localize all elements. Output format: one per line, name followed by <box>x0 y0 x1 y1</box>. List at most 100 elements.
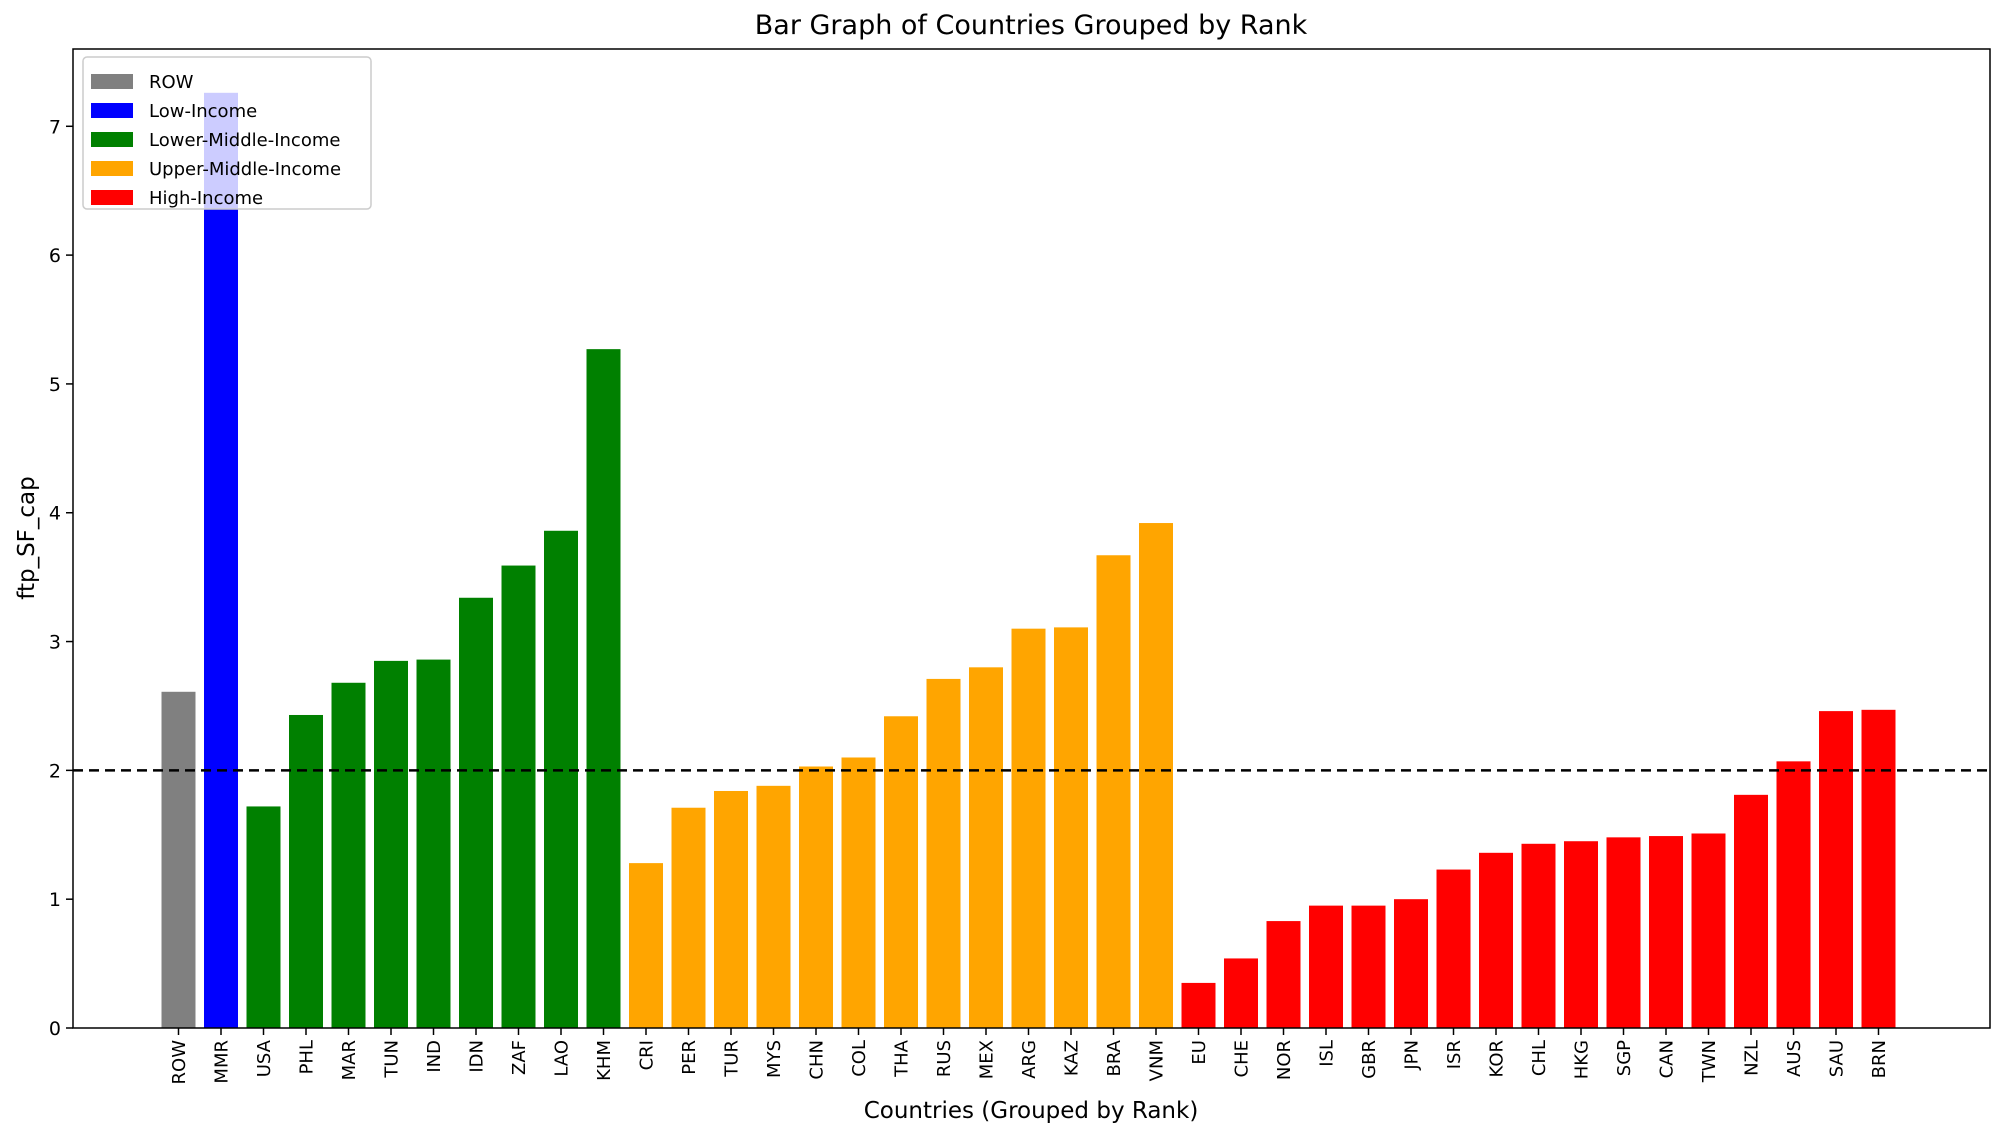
x-tick-label: MAR <box>339 1040 360 1080</box>
bar-cri <box>629 863 663 1028</box>
bar-sgp <box>1606 837 1641 1028</box>
bar-tun <box>374 660 408 1029</box>
y-axis-label: ftp_SF_cap <box>14 476 40 599</box>
bar-hkg <box>1564 841 1598 1028</box>
y-tick-label: 0 <box>49 1018 61 1040</box>
legend-label: ROW <box>149 72 194 93</box>
bar-jpn <box>1394 899 1428 1028</box>
x-tick-label: KAZ <box>1062 1040 1083 1076</box>
bar-ind <box>416 659 451 1028</box>
legend-label: Upper-Middle-Income <box>149 159 341 180</box>
bar-per <box>671 807 706 1028</box>
bar-kor <box>1479 852 1513 1028</box>
legend-label: High-Income <box>149 188 263 209</box>
bar-che <box>1224 958 1258 1028</box>
bar-vnm <box>1139 523 1173 1028</box>
bar-mar <box>331 682 366 1028</box>
bar-idn <box>459 597 493 1028</box>
bar-nor <box>1266 921 1301 1028</box>
legend: ROW Low-Income Lower-Middle-Income Upper-Mi… <box>82 56 372 210</box>
x-tick-label: TWN <box>1699 1040 1720 1083</box>
y-axis: 0 1 2 3 4 5 6 7 <box>49 116 73 1040</box>
x-tick-label: MYS <box>764 1040 785 1078</box>
legend-label: Lower-Middle-Income <box>149 130 340 151</box>
x-tick-label: ARG <box>1019 1040 1040 1079</box>
x-tick-label: COL <box>849 1040 870 1077</box>
x-tick-label: THA <box>892 1039 913 1078</box>
x-tick-label: KOR <box>1487 1040 1508 1078</box>
bar-tur <box>714 790 748 1028</box>
bar-arg <box>1011 628 1046 1028</box>
bar-chl <box>1521 843 1556 1028</box>
x-tick-label: IDN <box>467 1040 488 1073</box>
bar-mmr <box>204 92 238 1029</box>
legend-swatch <box>91 74 133 89</box>
bar-khm <box>586 349 621 1028</box>
bar-phl <box>289 714 323 1028</box>
bar-gbr <box>1351 905 1386 1029</box>
x-tick-label: PER <box>679 1040 700 1075</box>
bar-chn <box>799 766 833 1028</box>
x-tick-label: ROW <box>169 1040 190 1085</box>
bar-tha <box>884 716 918 1028</box>
x-tick-label: SAU <box>1827 1040 1848 1077</box>
x-tick-label: CRI <box>637 1040 658 1070</box>
x-tick-label: ISL <box>1317 1040 1338 1067</box>
y-tick-label: 4 <box>49 503 61 525</box>
x-tick-label: AUS <box>1784 1040 1805 1077</box>
x-axis: ROW MMR USA PHL MAR TUN IND IDN ZAF LAO KHM CRI PER T… <box>169 1028 1890 1084</box>
x-tick-label: ZAF <box>509 1040 530 1075</box>
y-tick-label: 2 <box>49 760 61 782</box>
x-tick-label: LAO <box>552 1040 573 1077</box>
legend-swatch <box>91 103 133 118</box>
bar-kaz <box>1054 627 1088 1028</box>
bar-zaf <box>501 565 536 1028</box>
x-tick-label: JPN <box>1402 1040 1423 1071</box>
legend-box <box>82 56 372 210</box>
x-tick-label: VNM <box>1147 1040 1168 1081</box>
x-tick-label: MEX <box>977 1040 998 1079</box>
y-tick-label: 5 <box>49 374 61 396</box>
x-tick-label: SGP <box>1614 1040 1635 1076</box>
bar-aus <box>1776 761 1811 1028</box>
bar-can <box>1649 836 1683 1028</box>
x-tick-label: PHL <box>297 1040 318 1074</box>
bar-isr <box>1436 869 1471 1028</box>
legend-swatch <box>91 132 133 147</box>
bar-mex <box>969 667 1003 1028</box>
chart-title: Bar Graph of Countries Grouped by Rank <box>755 10 1308 41</box>
x-tick-label: RUS <box>934 1040 955 1077</box>
legend-label: Low-Income <box>149 101 257 122</box>
bar-eu <box>1181 982 1216 1028</box>
bars-layer <box>161 92 1896 1029</box>
legend-swatch <box>91 161 133 176</box>
x-tick-label: BRA <box>1104 1039 1125 1076</box>
x-tick-label: GBR <box>1359 1040 1380 1079</box>
x-tick-label: CHE <box>1232 1040 1253 1077</box>
y-tick-label: 7 <box>49 116 61 138</box>
bar-mys <box>756 785 791 1028</box>
x-tick-label: TUR <box>722 1040 743 1078</box>
y-tick-label: 3 <box>49 632 61 654</box>
x-axis-label: Countries (Grouped by Rank) <box>864 1098 1199 1124</box>
bar-col <box>841 757 876 1028</box>
x-tick-label: ISR <box>1444 1040 1465 1069</box>
y-tick-label: 6 <box>49 245 61 267</box>
x-tick-label: MMR <box>212 1040 233 1084</box>
bar-brn <box>1861 709 1896 1028</box>
bar-isl <box>1309 905 1343 1029</box>
x-tick-label: EU <box>1189 1040 1210 1065</box>
x-tick-label: CHN <box>807 1040 828 1080</box>
x-tick-label: USA <box>254 1039 275 1077</box>
x-tick-label: NOR <box>1274 1040 1295 1080</box>
bar-rus <box>926 678 961 1028</box>
x-tick-label: TUN <box>382 1040 403 1079</box>
x-tick-label: NZL <box>1742 1040 1763 1076</box>
bar-sau <box>1819 711 1853 1028</box>
x-tick-label: CAN <box>1657 1040 1678 1078</box>
plot-frame <box>72 48 1991 1029</box>
legend-swatch <box>91 190 133 205</box>
x-tick-label: BRN <box>1869 1040 1890 1078</box>
bar-usa <box>246 806 281 1028</box>
